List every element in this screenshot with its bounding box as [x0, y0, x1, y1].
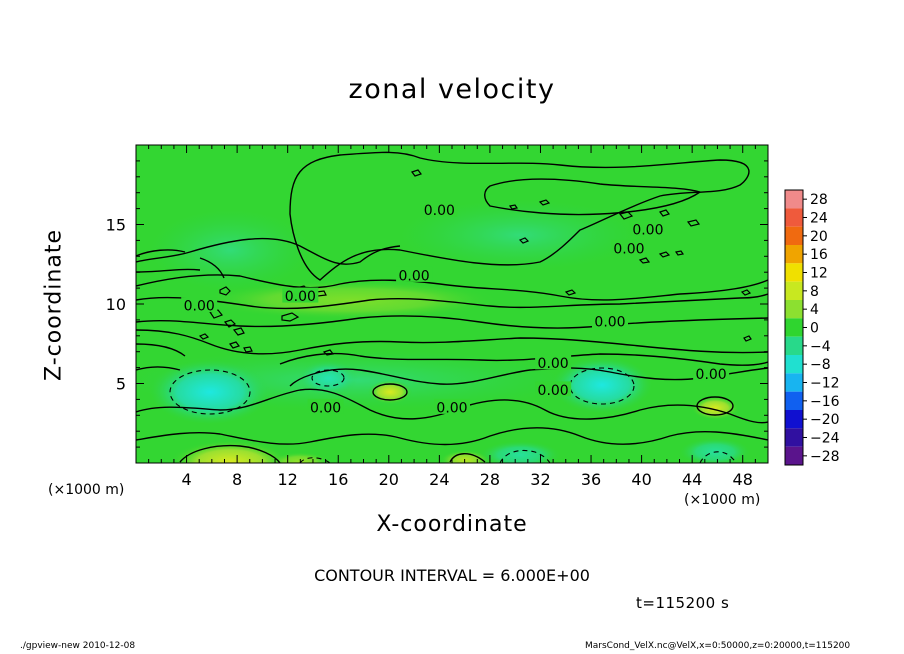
y-tick-label: 10 [106, 295, 126, 314]
field-region [400, 200, 640, 270]
contour-label: 0.00 [424, 203, 455, 219]
contour-label-background [421, 201, 458, 217]
x-tick-label: 24 [429, 470, 449, 489]
chart-title: zonal velocity [348, 74, 556, 105]
colorbar-swatch [785, 190, 803, 209]
footer-left: ./gpview-new 2010-12-08 [20, 641, 136, 651]
y-tick-label: 5 [116, 375, 126, 394]
contour-label-background [434, 398, 470, 414]
negative-contour-lines [169, 367, 738, 463]
cyan-region [552, 357, 652, 413]
x-tick-label: 12 [278, 470, 298, 489]
x-tick-label: 28 [480, 470, 500, 489]
colorbar-label: −8 [810, 357, 831, 373]
contour-label: 0.00 [538, 383, 569, 399]
x-unit-label-right: (×1000 m) [684, 492, 761, 508]
contour-label-background [629, 220, 666, 236]
contour-label-background [610, 239, 647, 255]
x-unit-label-left: (×1000 m) [48, 482, 125, 498]
time-text: t=115200 s [636, 594, 730, 612]
cyan-region [680, 438, 750, 463]
colorbar-label: 8 [810, 284, 819, 300]
contour-label-background [592, 312, 628, 328]
colorbar-swatch [785, 410, 803, 429]
contour-label-background [535, 354, 572, 370]
contour-label-background [535, 381, 572, 397]
colorbar-label: −20 [810, 412, 840, 428]
contour-label-layer: 0.00 0.00 0.00 0.00 0.00 0.00 0.00 0.00 0.00 0.00… [181, 201, 730, 416]
contour-label: 0.00 [436, 400, 467, 416]
yellow-region [691, 396, 739, 420]
x-tick-label: 40 [631, 470, 651, 489]
colorbar-label: 24 [810, 211, 828, 227]
colorbar-label: −24 [810, 431, 840, 447]
x-tick-label: 4 [181, 470, 191, 489]
colorbar-swatch [785, 373, 803, 392]
contour-label-background [307, 398, 344, 414]
colorbar-swatch [785, 336, 803, 355]
cyan-region [298, 360, 358, 396]
colorbar-label: 4 [810, 302, 819, 318]
x-tick-label: 16 [328, 470, 348, 489]
contour-interval-text: CONTOUR INTERVAL = 6.000E+00 [314, 566, 590, 585]
colorbar-swatch [785, 208, 803, 227]
contour-label-background [396, 266, 433, 282]
contour-label: 0.00 [613, 241, 644, 257]
y-ticks: 5 10 15 [106, 144, 768, 464]
contour-label: 0.00 [398, 268, 429, 284]
colorbar-swatch [785, 263, 803, 282]
contour-label: 0.00 [538, 356, 569, 372]
x-tick-label: 44 [682, 470, 702, 489]
x-tick-label: 32 [530, 470, 550, 489]
colorbar-label: 12 [810, 266, 828, 282]
contour-label: 0.00 [184, 299, 215, 315]
colorbar-swatch [785, 355, 803, 374]
colorbar-label: −16 [810, 394, 840, 410]
colorbar-label: −12 [810, 376, 840, 392]
cyan-region [480, 441, 560, 463]
colorbar: 28 24 20 16 12 8 4 0 −4 −8 −12 −16 −20 −24 −28 [784, 189, 840, 466]
colorbar-swatch [785, 318, 803, 337]
y-tick-label: 15 [106, 216, 126, 235]
colorbar-label: −28 [810, 449, 840, 465]
x-tick-label: 48 [733, 470, 753, 489]
x-axis-label: X-coordinate [376, 512, 528, 537]
contour-lines [136, 151, 768, 463]
contour-label-background [693, 365, 730, 381]
small-contour-islands [198, 169, 752, 356]
contour-label: 0.00 [285, 289, 316, 305]
contour-label: 0.00 [310, 400, 341, 416]
contour-label: 0.00 [594, 314, 625, 330]
contour-label: 0.00 [696, 367, 727, 383]
footer-right: MarsCond_VelX.nc@VelX,x=0:50000,z=0:2000… [585, 641, 851, 651]
contour-label-background [282, 287, 319, 303]
colorbar-swatch [785, 428, 803, 447]
field-region [200, 280, 500, 320]
colorbar-swatch [785, 391, 803, 410]
colorbar-label: 16 [810, 247, 828, 263]
field-layer: 0.00 0.00 0.00 0.00 0.00 0.00 0.00 0.00 0.00 0.00… [136, 145, 768, 463]
colorbar-swatch [785, 245, 803, 264]
colorbar-swatch [785, 281, 803, 300]
x-tick-label: 36 [581, 470, 601, 489]
colorbar-swatch [785, 226, 803, 245]
yellow-region [270, 452, 330, 463]
colorbar-swatch [785, 300, 803, 319]
yellow-region [170, 440, 290, 463]
colorbar-label: −4 [810, 339, 831, 355]
colorbar-label: 20 [810, 229, 828, 245]
colorbar-swatch [785, 446, 803, 465]
x-ticks: 4 8 12 16 20 24 28 32 36 40 44 48 [135, 145, 769, 489]
contour-label: 0.00 [632, 222, 663, 238]
colorbar-label: 28 [810, 192, 828, 208]
colorbar-label: 0 [810, 321, 819, 337]
x-tick-label: 8 [232, 470, 242, 489]
contour-label-background [181, 297, 218, 313]
x-tick-label: 20 [379, 470, 399, 489]
